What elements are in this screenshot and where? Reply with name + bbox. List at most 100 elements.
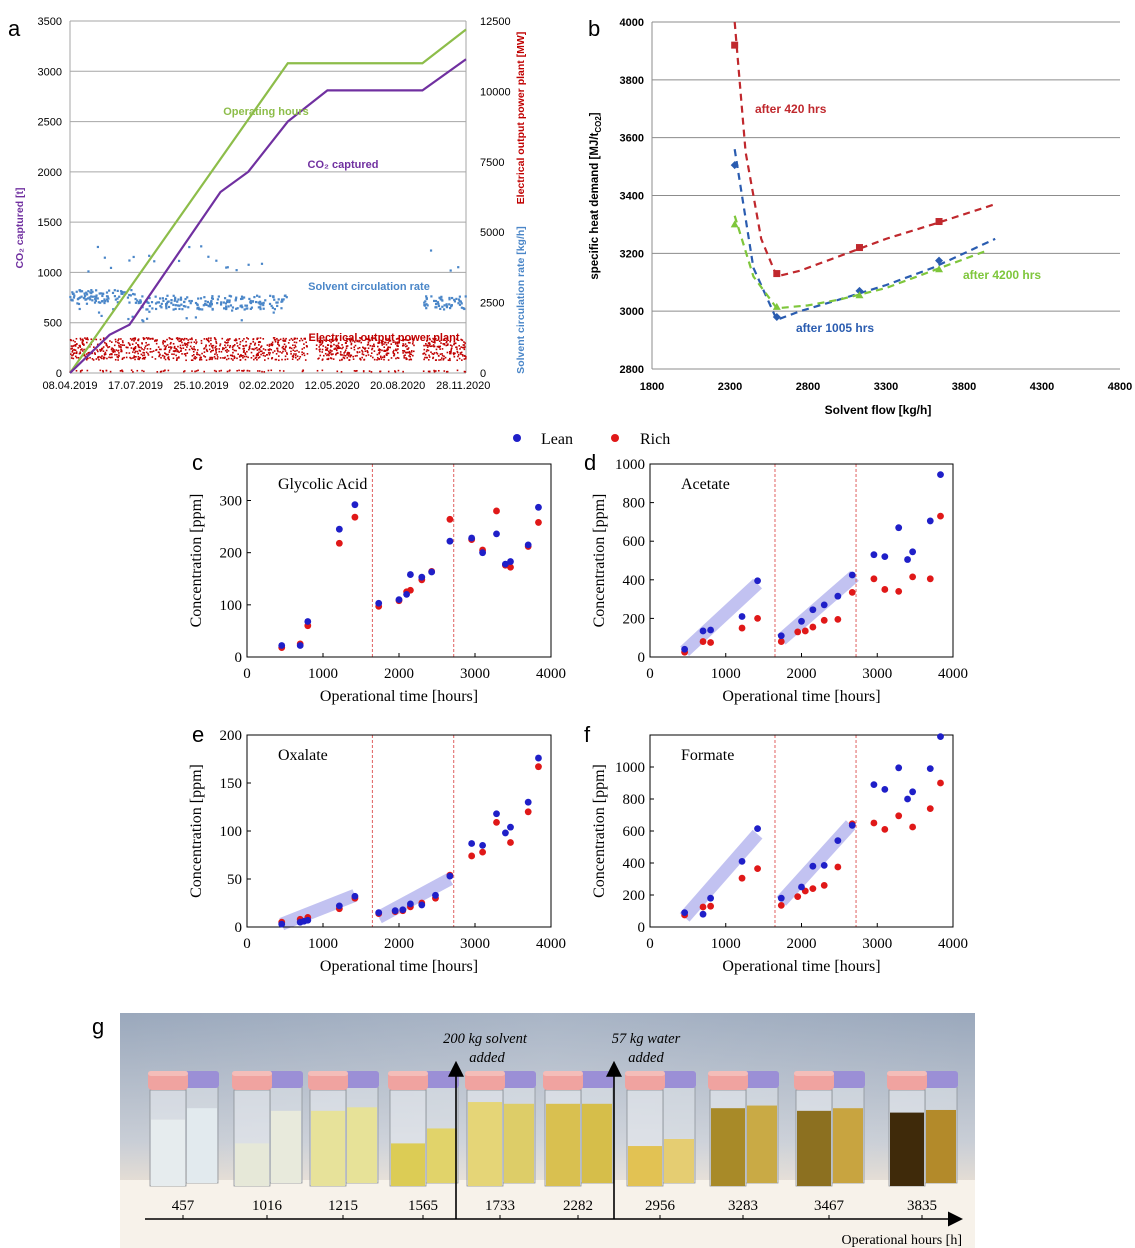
- a-point-solvent: [106, 300, 109, 303]
- a-point-solvent: [134, 301, 138, 304]
- a-point-electrical: [431, 352, 434, 355]
- a-point-electrical: [367, 354, 370, 356]
- a-point-solvent: [85, 291, 88, 294]
- rich-point: [707, 902, 714, 910]
- a-point-electrical: [117, 356, 120, 359]
- a-point-solvent: [229, 295, 233, 298]
- a-ylabel-right-solvent: Solvent circulation rate [kg/h]: [515, 226, 527, 374]
- a-point-electrical: [245, 344, 248, 347]
- a-point-electrical: [243, 349, 245, 352]
- rich-point: [493, 507, 500, 515]
- a-point-electrical: [143, 338, 145, 341]
- lean-point: [428, 568, 436, 576]
- a-point-solvent: [179, 298, 183, 301]
- a-point-electrical: [239, 343, 241, 346]
- a-point-solvent: [457, 302, 460, 305]
- a-point-electrical: [215, 352, 218, 354]
- a-point-electrical: [235, 349, 237, 352]
- a-point-electrical: [335, 352, 338, 355]
- lean-point: [809, 862, 817, 870]
- a-point-electrical: [453, 355, 456, 358]
- a-point-solvent: [188, 245, 191, 249]
- a-series-electrical: [69, 337, 467, 373]
- y-tick-label: 200: [623, 888, 646, 904]
- a-point-electrical: [245, 355, 248, 358]
- a-point-electrical: [225, 341, 227, 344]
- a-point-electrical: [432, 353, 435, 356]
- a-point-solvent: [445, 305, 448, 308]
- a-point-electrical: [405, 351, 408, 354]
- a-point-electrical: [361, 356, 363, 359]
- a-point-electrical: [341, 358, 343, 361]
- lean-point: [468, 840, 476, 847]
- panel-label-e: e: [192, 722, 204, 747]
- a-point-solvent: [235, 269, 238, 272]
- a-point-solvent: [425, 307, 428, 310]
- a-point-electrical: [241, 369, 243, 372]
- rich-point: [909, 573, 917, 581]
- a-point-electrical: [303, 347, 305, 349]
- a-point-solvent: [437, 304, 441, 308]
- a-point-electrical: [71, 351, 74, 353]
- rich-point: [926, 575, 934, 583]
- rich-point: [794, 893, 802, 900]
- a-point-electrical: [158, 351, 160, 354]
- a-xtick: 25.10.2019: [174, 380, 229, 392]
- a-point-electrical: [191, 347, 193, 350]
- a-point-electrical: [243, 355, 246, 358]
- a-point-electrical: [424, 353, 427, 356]
- fit-band: [375, 873, 454, 924]
- plot-title: Glycolic Acid: [278, 476, 367, 493]
- a-point-electrical: [255, 354, 258, 356]
- a-point-electrical: [75, 337, 78, 340]
- a-point-electrical: [70, 353, 72, 355]
- a-point-electrical: [393, 354, 396, 356]
- a-point-electrical: [330, 338, 333, 341]
- a-point-electrical: [341, 344, 343, 346]
- a-point-electrical: [120, 349, 123, 352]
- a-point-solvent: [128, 259, 131, 262]
- a-point-solvent: [231, 309, 234, 312]
- a-point-electrical: [216, 354, 219, 356]
- rich-point: [777, 638, 785, 645]
- a-point-electrical: [319, 350, 321, 353]
- a-point-electrical: [356, 351, 359, 353]
- a-point-electrical: [102, 370, 104, 373]
- a-point-solvent: [203, 296, 206, 299]
- a-point-electrical: [116, 341, 119, 344]
- a-point-electrical: [179, 350, 182, 352]
- a-point-electrical: [362, 353, 365, 356]
- a-point-electrical: [386, 348, 388, 351]
- a-point-electrical: [402, 338, 405, 341]
- vial-cap-highlight: [308, 1071, 348, 1076]
- a-point-electrical: [448, 357, 451, 360]
- a-point-electrical: [219, 343, 222, 345]
- a-point-electrical: [360, 337, 362, 340]
- a-point-electrical: [238, 356, 241, 358]
- a-point-electrical: [373, 350, 376, 352]
- a-point-electrical: [147, 354, 150, 356]
- vial-cap-highlight: [625, 1071, 665, 1076]
- a-point-solvent: [103, 298, 106, 301]
- a-point-solvent: [251, 300, 255, 303]
- a-point-electrical: [304, 337, 306, 340]
- a-point-electrical: [121, 358, 124, 360]
- a-point-electrical: [100, 349, 103, 351]
- a-point-electrical: [260, 350, 263, 353]
- a-point-electrical: [343, 352, 345, 354]
- a-point-electrical: [274, 340, 277, 343]
- a-point-electrical: [425, 340, 428, 342]
- a-point-electrical: [426, 349, 428, 351]
- a-point-electrical: [425, 356, 428, 359]
- photo-table-surface: [120, 1180, 975, 1248]
- x-tick-label: 2000: [384, 936, 414, 952]
- a-point-electrical: [81, 350, 84, 352]
- vial-cap-purple: [745, 1071, 779, 1088]
- lean-point: [432, 891, 439, 899]
- a-point-electrical: [117, 339, 119, 342]
- a-point-electrical: [423, 358, 425, 361]
- a-point-electrical: [129, 337, 132, 340]
- a-point-electrical: [283, 340, 285, 342]
- a-point-solvent: [154, 307, 158, 311]
